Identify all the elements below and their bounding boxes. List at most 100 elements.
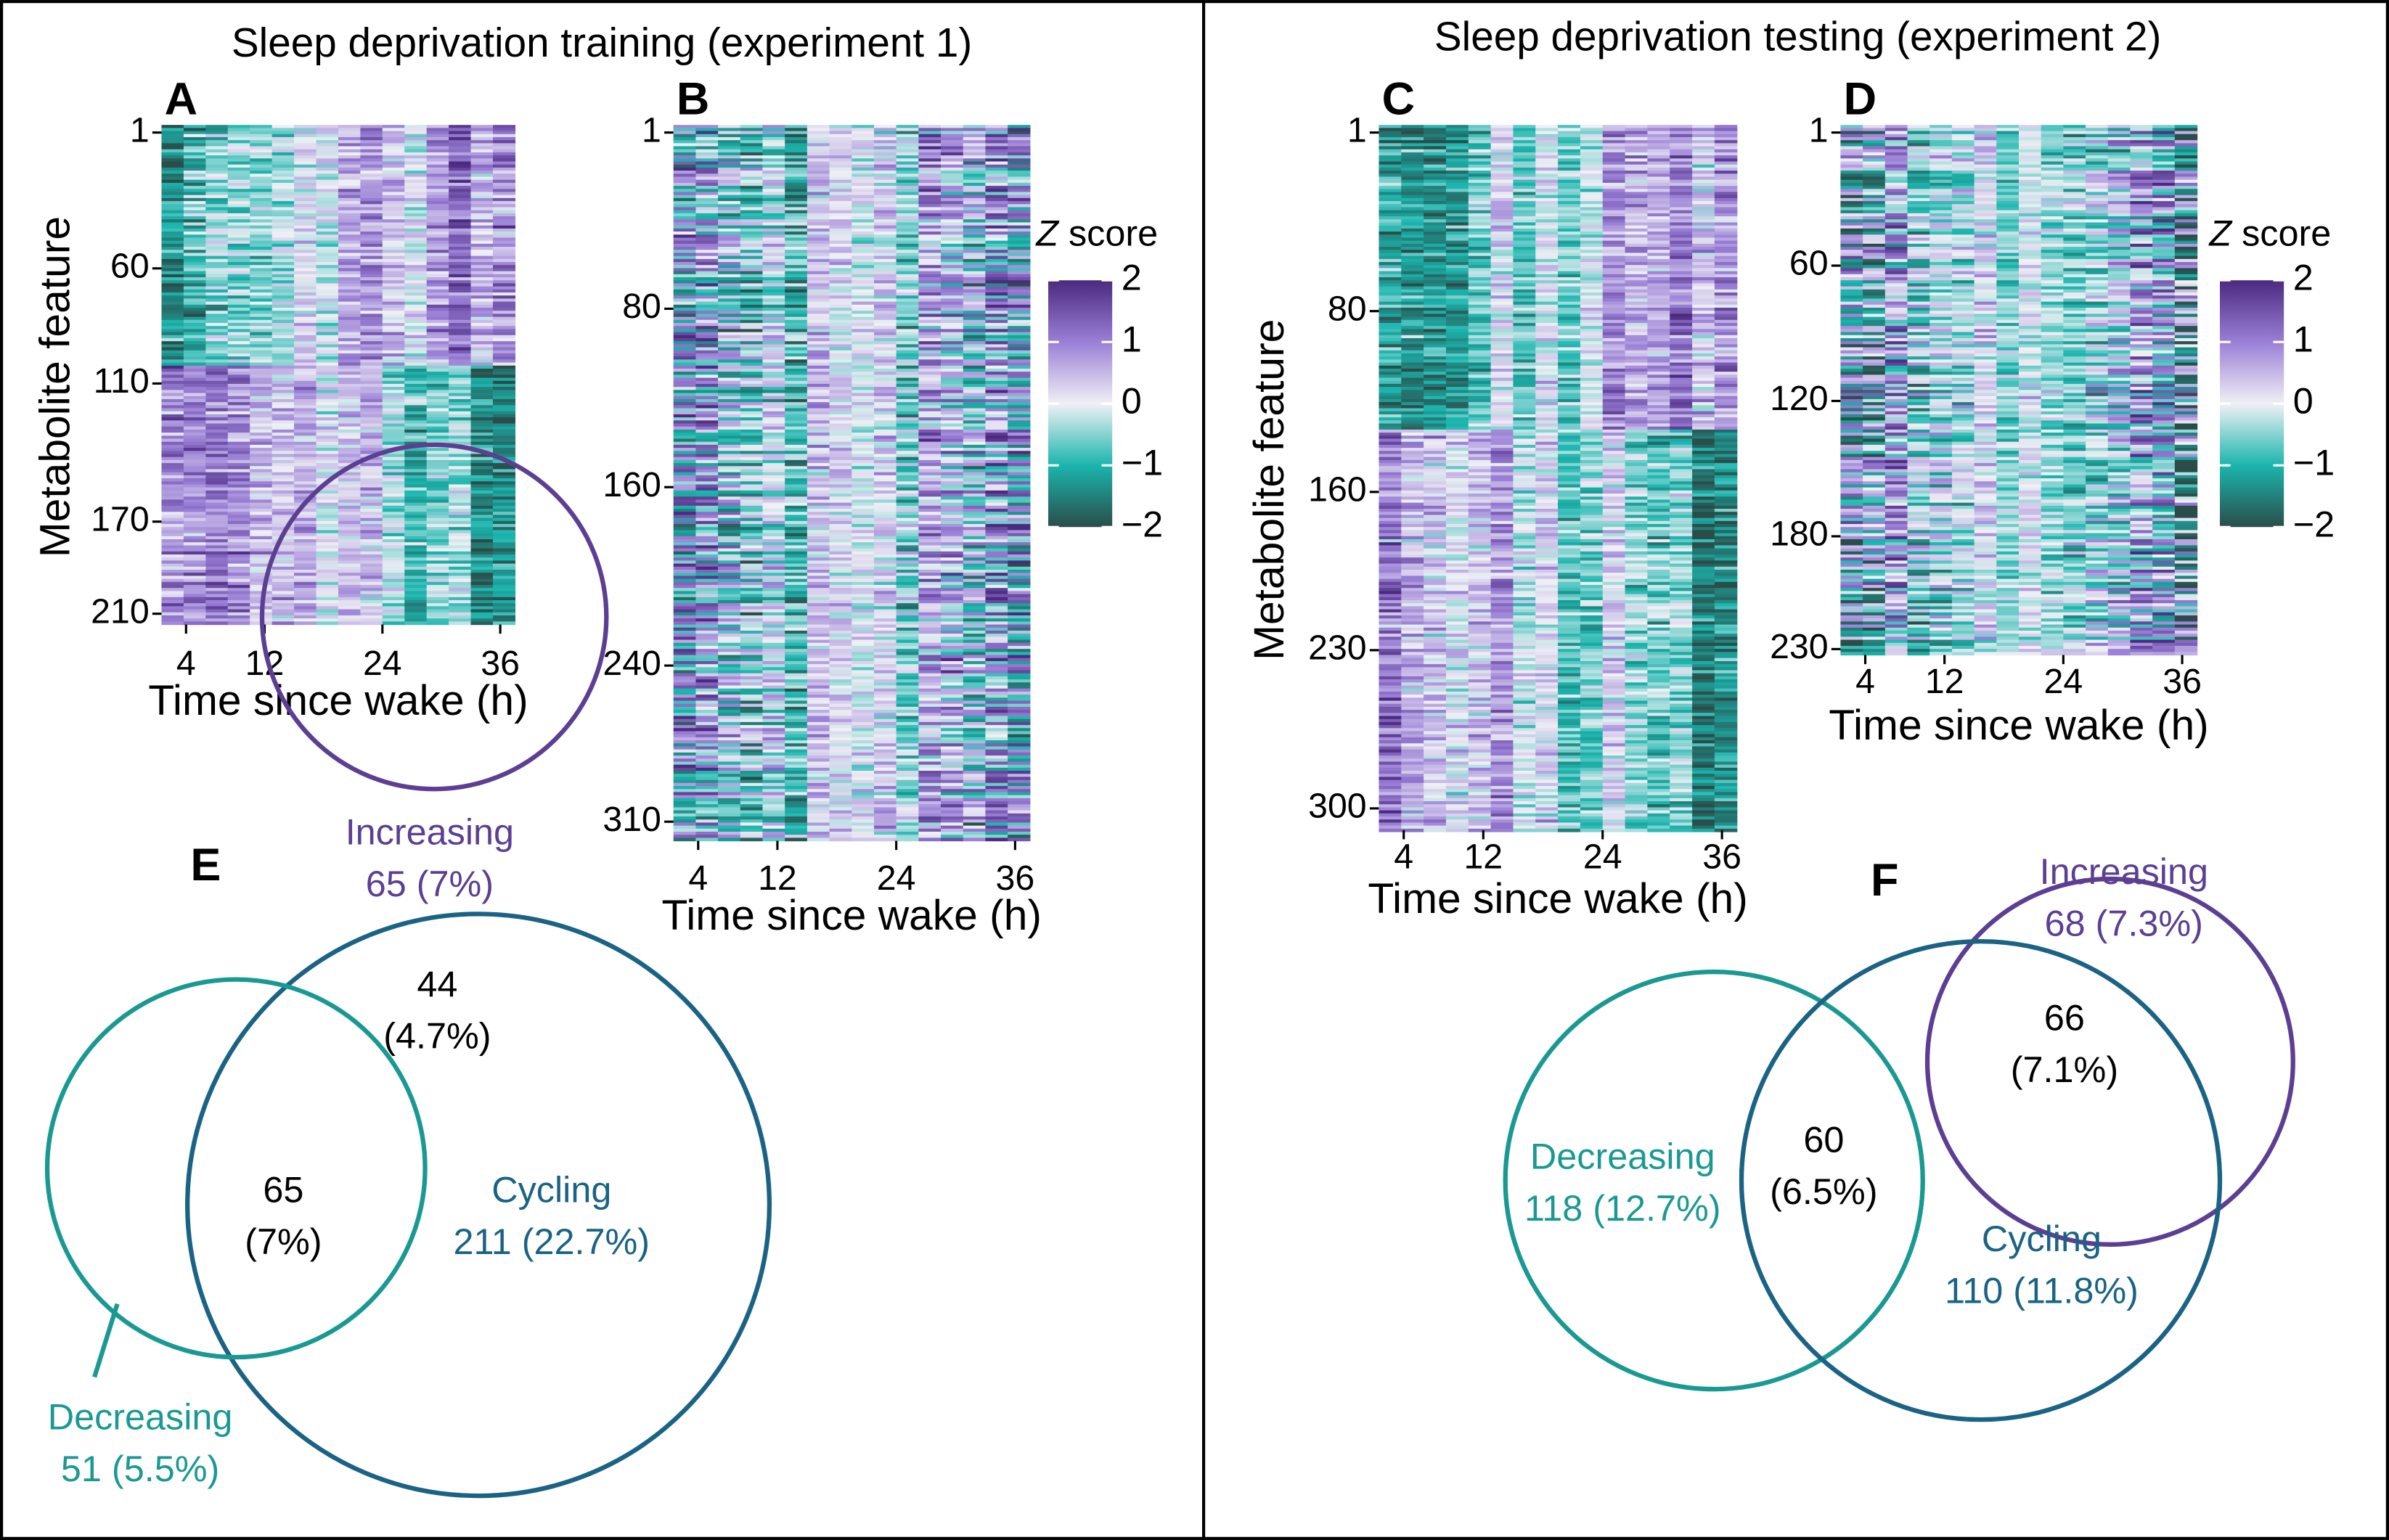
heatmap-cell	[250, 146, 273, 150]
heatmap-cell	[227, 253, 250, 257]
heatmap-cell	[941, 164, 964, 168]
heatmap-cell	[271, 545, 295, 549]
heatmap-cell	[695, 335, 719, 339]
heatmap-cell	[338, 517, 362, 522]
heatmap-cell	[673, 405, 697, 409]
heatmap-cell	[449, 283, 472, 287]
heatmap-cell	[183, 311, 206, 315]
heatmap-cell	[718, 377, 741, 382]
heatmap-cell	[426, 612, 449, 616]
heatmap-cell	[382, 171, 405, 174]
heatmap-cell	[829, 171, 852, 174]
heatmap-cell	[449, 222, 472, 226]
heatmap-cell	[806, 353, 830, 357]
heatmap-cell	[718, 125, 741, 128]
heatmap-cell	[740, 356, 764, 360]
heatmap-cell	[426, 216, 449, 220]
heatmap-cell	[161, 444, 184, 449]
heatmap-cell	[852, 234, 875, 239]
heatmap-cell	[271, 372, 295, 375]
heatmap-cell	[271, 618, 295, 622]
heatmap-cell	[740, 502, 764, 507]
heatmap-cell	[718, 255, 741, 260]
heatmap-cell	[762, 530, 785, 534]
heatmap-cell	[161, 377, 184, 382]
heatmap-cell	[227, 304, 250, 308]
heatmap-cell	[695, 509, 719, 512]
heatmap-cell	[338, 140, 362, 144]
heatmap-cell	[470, 545, 494, 549]
heatmap-cell	[338, 186, 362, 189]
heatmap-cell	[740, 451, 764, 455]
heatmap-cell	[873, 417, 897, 421]
heatmap-cell	[404, 219, 428, 224]
heatmap-cell	[673, 372, 697, 375]
heatmap-cell	[227, 155, 250, 159]
heatmap-cell	[785, 454, 808, 458]
heatmap-cell	[896, 393, 919, 397]
heatmap-cell	[338, 377, 362, 382]
heatmap-cell	[762, 134, 785, 138]
heatmap-cell	[470, 194, 494, 199]
heatmap-cell	[205, 490, 229, 494]
heatmap-cell	[492, 570, 516, 573]
x-tick-label: 4	[176, 644, 196, 683]
heatmap-cell	[718, 368, 741, 372]
heatmap-cell	[785, 420, 808, 425]
heatmap-cell	[449, 186, 472, 189]
heatmap-cell	[829, 563, 852, 568]
heatmap-cell	[161, 232, 184, 235]
heatmap-cell	[382, 472, 405, 476]
heatmap-cell	[896, 472, 919, 476]
heatmap-cell	[294, 444, 317, 449]
heatmap-cell	[762, 341, 785, 345]
heatmap-cell	[470, 250, 494, 254]
heatmap-cell	[382, 527, 405, 531]
heatmap-cell	[963, 344, 987, 348]
heatmap-cell	[294, 216, 317, 220]
heatmap-cell	[896, 213, 919, 217]
heatmap-cell	[161, 520, 184, 525]
heatmap-cell	[762, 322, 785, 327]
heatmap-cell	[227, 301, 250, 306]
heatmap-cell	[673, 149, 697, 153]
heatmap-cell	[762, 380, 785, 385]
heatmap-cell	[470, 591, 494, 595]
heatmap-cell	[806, 557, 830, 562]
heatmap-cell	[294, 307, 317, 311]
heatmap-cell	[718, 228, 741, 232]
heatmap-cell	[695, 262, 719, 266]
heatmap-cell	[695, 167, 719, 171]
heatmap-cell	[873, 136, 897, 141]
heatmap-cell	[205, 134, 229, 138]
heatmap-cell	[873, 326, 897, 330]
heatmap-cell	[673, 207, 697, 211]
heatmap-cell	[183, 505, 206, 509]
heatmap-cell	[271, 250, 295, 254]
heatmap-cell	[718, 469, 741, 473]
heatmap-cell	[806, 283, 830, 287]
heatmap-cell	[360, 134, 383, 138]
heatmap-cell	[941, 232, 964, 235]
heatmap-cell	[470, 496, 494, 501]
heatmap-cell	[673, 487, 697, 491]
heatmap-cell	[829, 125, 852, 128]
heatmap-cell	[161, 314, 184, 318]
heatmap-cell	[740, 478, 764, 482]
heatmap-cell	[492, 146, 516, 150]
heatmap-cell	[360, 512, 383, 516]
heatmap-cell	[873, 219, 897, 224]
heatmap-cell	[426, 597, 449, 601]
heatmap-cell	[896, 128, 919, 132]
heatmap-cell	[852, 566, 875, 570]
heatmap-cell	[695, 319, 719, 324]
heatmap-cell	[806, 262, 830, 266]
heatmap-cell	[382, 502, 405, 507]
heatmap-cell	[271, 186, 295, 189]
heatmap-cell	[762, 481, 785, 486]
heatmap-cell	[985, 554, 1008, 558]
heatmap-cell	[852, 228, 875, 232]
heatmap-cell	[449, 609, 472, 613]
heatmap-cell	[985, 286, 1008, 290]
heatmap-cell	[382, 128, 405, 132]
